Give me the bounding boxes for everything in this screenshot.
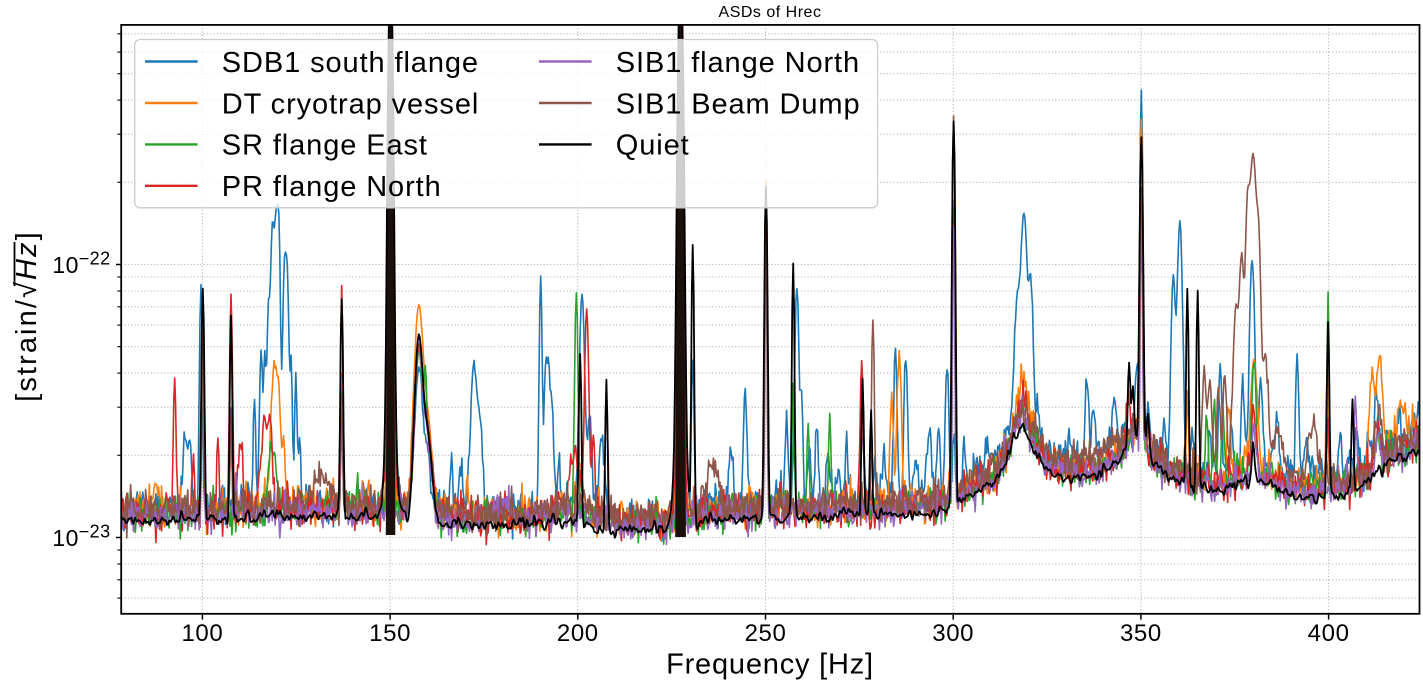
svg-text:SIB1 flange North: SIB1 flange North	[616, 47, 860, 79]
svg-text:150: 150	[369, 620, 411, 647]
svg-text:100: 100	[181, 620, 223, 647]
svg-text:SIB1 Beam Dump: SIB1 Beam Dump	[616, 88, 861, 120]
svg-text:400: 400	[1308, 620, 1350, 647]
svg-text:Frequency [Hz]: Frequency [Hz]	[666, 649, 874, 681]
svg-text:PR flange North: PR flange North	[222, 171, 442, 203]
svg-text:300: 300	[932, 620, 974, 647]
svg-text:Quiet: Quiet	[616, 130, 690, 162]
svg-text:SDB1 south flange: SDB1 south flange	[222, 47, 479, 79]
svg-text:ASDs of Hrec: ASDs of Hrec	[719, 4, 822, 21]
svg-text:250: 250	[745, 620, 787, 647]
svg-text:[strain/√Hz]: [strain/√Hz]	[11, 230, 43, 402]
svg-text:350: 350	[1120, 620, 1162, 647]
svg-text:200: 200	[557, 620, 599, 647]
svg-text:SR flange East: SR flange East	[222, 130, 428, 162]
svg-text:DT cryotrap vessel: DT cryotrap vessel	[222, 88, 479, 120]
svg-text:10−22: 10−22	[52, 248, 110, 278]
